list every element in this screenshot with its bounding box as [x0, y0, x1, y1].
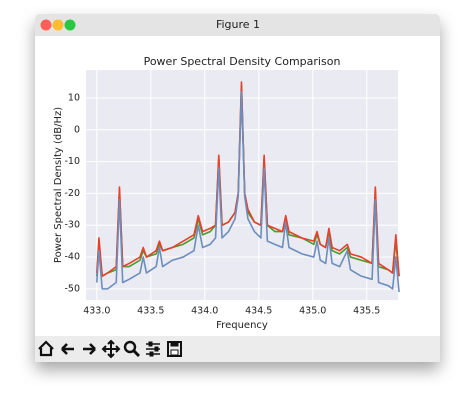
x-tick-label: 433.0	[83, 306, 110, 317]
x-tick-label: 433.5	[137, 306, 164, 317]
y-tick-label: -10	[64, 156, 80, 167]
title-bar-bottom	[35, 30, 440, 36]
back-button[interactable]	[61, 343, 74, 355]
window-title: Figure 1	[216, 18, 260, 31]
x-tick-label: 434.5	[245, 306, 272, 317]
x-axis-label: Frequency	[216, 320, 268, 331]
y-tick-label: 0	[74, 124, 80, 135]
pan-button[interactable]	[101, 339, 121, 359]
zoom-tool-button[interactable]	[123, 340, 141, 358]
chart: Power Spectral Density Comparison Freque…	[53, 55, 400, 331]
toolbar-buttons	[38, 339, 182, 359]
forward-button[interactable]	[83, 343, 96, 355]
y-tick-label: 10	[68, 92, 80, 103]
configure-button[interactable]	[146, 341, 160, 357]
home-button[interactable]	[38, 340, 54, 357]
y-tick-label: -30	[64, 220, 80, 231]
y-tick-label: -20	[64, 188, 80, 199]
x-tick-label: 435.5	[353, 306, 380, 317]
series-line	[96, 90, 400, 293]
x-tick-label: 435.0	[299, 306, 326, 317]
minimize-button[interactable]	[52, 19, 64, 31]
zoom-button[interactable]	[64, 19, 76, 31]
y-axis-label: Power Spectral Density (dB/Hz)	[53, 107, 64, 263]
x-tick-label: 434.0	[191, 306, 218, 317]
y-tick-label: -50	[64, 283, 80, 294]
save-button[interactable]	[167, 341, 182, 357]
y-tick-label: -40	[64, 252, 80, 263]
close-button[interactable]	[40, 19, 52, 31]
chart-title: Power Spectral Density Comparison	[144, 55, 341, 68]
toolbar	[35, 336, 440, 362]
